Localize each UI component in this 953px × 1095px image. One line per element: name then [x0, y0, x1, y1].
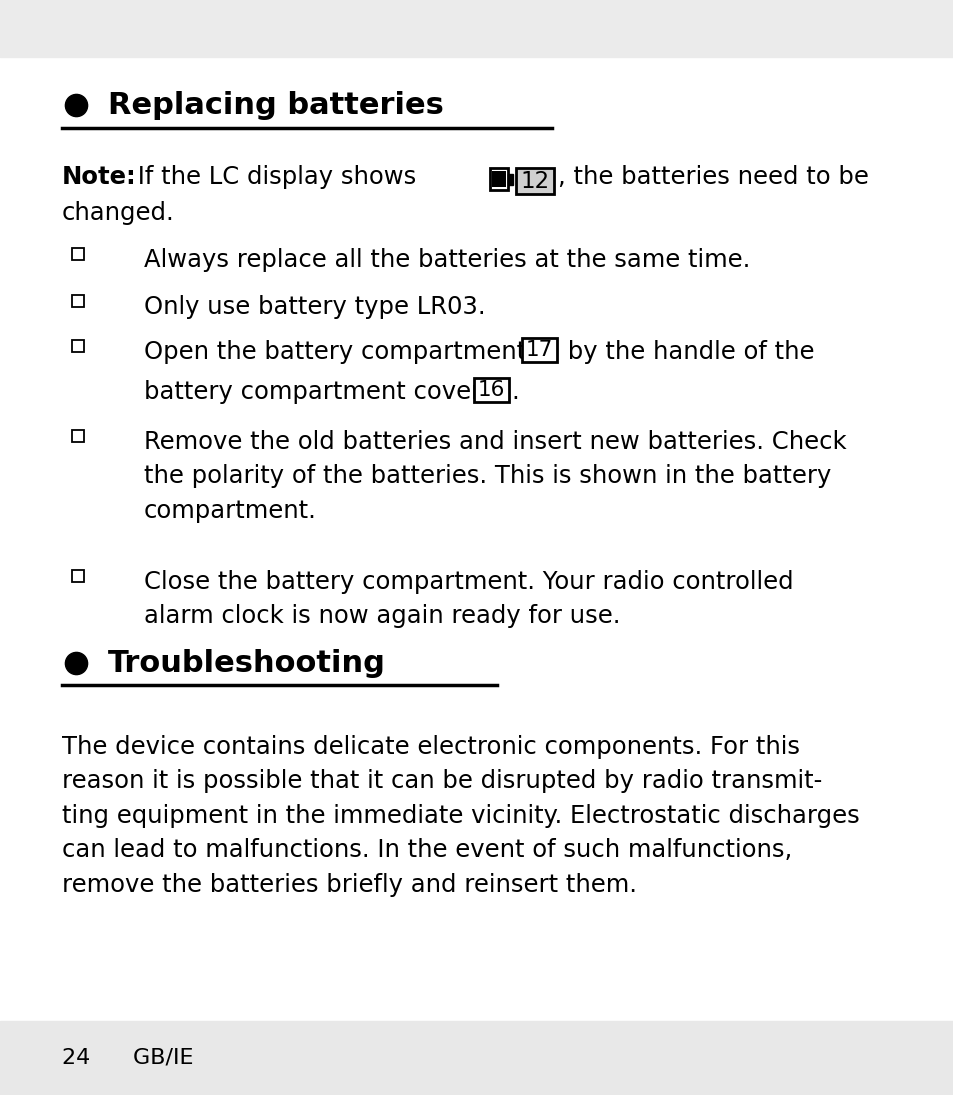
Text: Open the battery compartment: Open the battery compartment [144, 341, 534, 364]
Text: , the batteries need to be: , the batteries need to be [558, 165, 868, 189]
Text: 12: 12 [520, 170, 549, 193]
Bar [71, 247, 84, 260]
Text: changed.: changed. [62, 201, 174, 224]
Bar [474, 378, 509, 402]
Text: battery compartment cover: battery compartment cover [144, 380, 489, 404]
Text: Replacing batteries: Replacing batteries [108, 91, 443, 119]
Bar [492, 171, 505, 187]
Text: If the LC display shows: If the LC display shows [130, 165, 416, 189]
Text: .: . [511, 380, 518, 404]
Text: Always replace all the batteries at the same time.: Always replace all the batteries at the … [144, 247, 750, 272]
Text: 16: 16 [477, 380, 505, 400]
Text: by the handle of the: by the handle of the [559, 341, 814, 364]
Text: 24      GB/IE: 24 GB/IE [62, 1048, 193, 1068]
Text: Close the battery compartment. Your radio controlled
alarm clock is now again re: Close the battery compartment. Your radi… [144, 570, 793, 629]
Text: Remove the old batteries and insert new batteries. Check
the polarity of the bat: Remove the old batteries and insert new … [144, 430, 845, 523]
Bar [490, 168, 507, 191]
Bar [71, 570, 84, 583]
Text: Note:: Note: [62, 165, 136, 189]
Bar [521, 338, 557, 362]
Bar [0, 0, 953, 57]
Bar [507, 173, 513, 184]
Bar [0, 1021, 953, 1095]
Bar [71, 341, 84, 351]
Text: Only use battery type LR03.: Only use battery type LR03. [144, 295, 485, 319]
Bar [71, 295, 84, 307]
Text: The device contains delicate electronic components. For this
reason it is possib: The device contains delicate electronic … [62, 735, 859, 897]
Text: 17: 17 [525, 341, 553, 360]
Bar [516, 168, 554, 194]
Text: Troubleshooting: Troubleshooting [108, 648, 385, 678]
Bar [71, 430, 84, 442]
